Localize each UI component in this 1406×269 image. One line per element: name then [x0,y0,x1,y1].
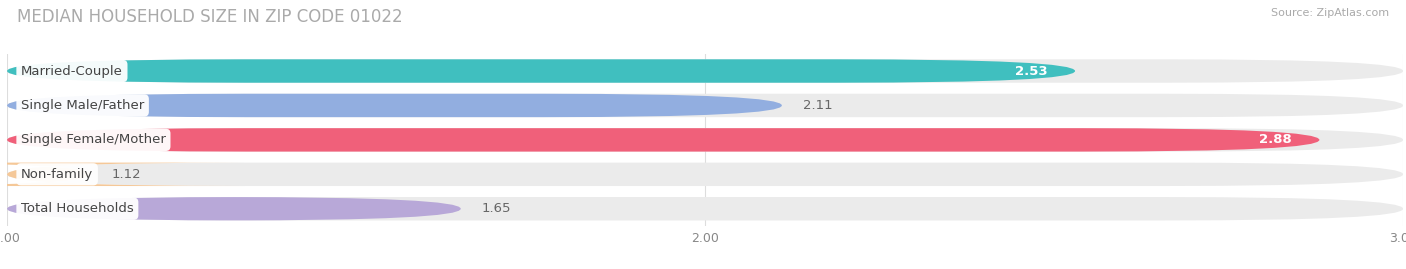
Text: Non-family: Non-family [21,168,93,181]
Text: 2.53: 2.53 [1015,65,1047,77]
Text: 2.11: 2.11 [803,99,832,112]
Text: Single Male/Father: Single Male/Father [21,99,145,112]
Text: MEDIAN HOUSEHOLD SIZE IN ZIP CODE 01022: MEDIAN HOUSEHOLD SIZE IN ZIP CODE 01022 [17,8,402,26]
FancyBboxPatch shape [7,128,1403,152]
Text: Source: ZipAtlas.com: Source: ZipAtlas.com [1271,8,1389,18]
Text: 1.65: 1.65 [482,202,512,215]
FancyBboxPatch shape [7,162,1403,186]
FancyBboxPatch shape [7,197,1403,221]
FancyBboxPatch shape [7,197,461,221]
FancyBboxPatch shape [0,162,245,186]
FancyBboxPatch shape [7,59,1403,83]
FancyBboxPatch shape [7,128,1319,152]
FancyBboxPatch shape [7,59,1076,83]
Text: Married-Couple: Married-Couple [21,65,122,77]
Text: Single Female/Mother: Single Female/Mother [21,133,166,146]
FancyBboxPatch shape [7,94,1403,117]
Text: 2.88: 2.88 [1258,133,1292,146]
FancyBboxPatch shape [7,94,782,117]
Text: Total Households: Total Households [21,202,134,215]
Text: 1.12: 1.12 [111,168,142,181]
